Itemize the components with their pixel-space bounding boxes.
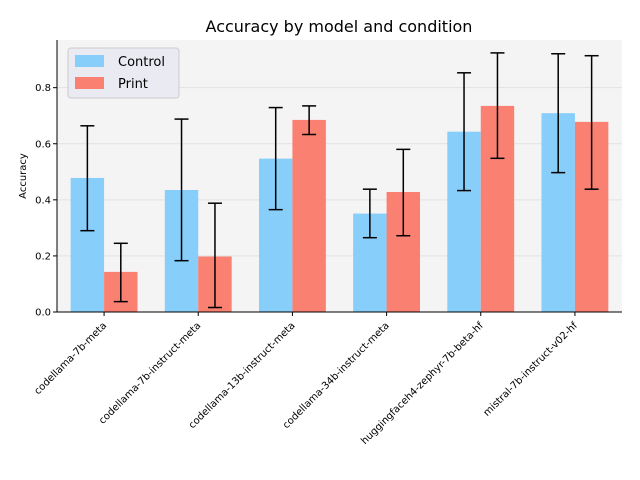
y-axis-label: Accuracy	[18, 153, 29, 199]
legend-swatch-control	[75, 55, 104, 67]
legend: Control Print	[67, 47, 180, 99]
legend-label-print: Print	[118, 77, 148, 92]
y-tick-label: 0.6	[35, 139, 51, 150]
y-tick-label: 0.8	[35, 83, 51, 94]
y-ticks: 0.0 0.2 0.4 0.6 0.8	[35, 83, 57, 319]
axes	[56, 40, 622, 313]
x-tick-label: codellama-7b-instruct-meta	[97, 320, 203, 426]
x-tick-label: codellama-34b-instruct-meta	[281, 320, 392, 431]
y-tick-label: 0.2	[35, 251, 51, 262]
error-bars	[80, 52, 599, 309]
chart-title: Accuracy by model and condition	[206, 17, 473, 36]
legend-label-control: Control	[118, 55, 165, 70]
x-tick-label: mistral-7b-instruct-v02-hf	[482, 320, 581, 419]
x-tick-label: codellama-13b-instruct-meta	[187, 320, 298, 431]
x-ticks: codellama-7b-metacodellama-7b-instruct-m…	[32, 312, 580, 447]
y-tick-label: 0.0	[35, 308, 51, 319]
legend-swatch-print	[75, 77, 104, 89]
bar-print-2	[292, 119, 326, 312]
y-tick-label: 0.4	[35, 195, 51, 206]
x-tick-label: codellama-7b-meta	[32, 320, 109, 397]
